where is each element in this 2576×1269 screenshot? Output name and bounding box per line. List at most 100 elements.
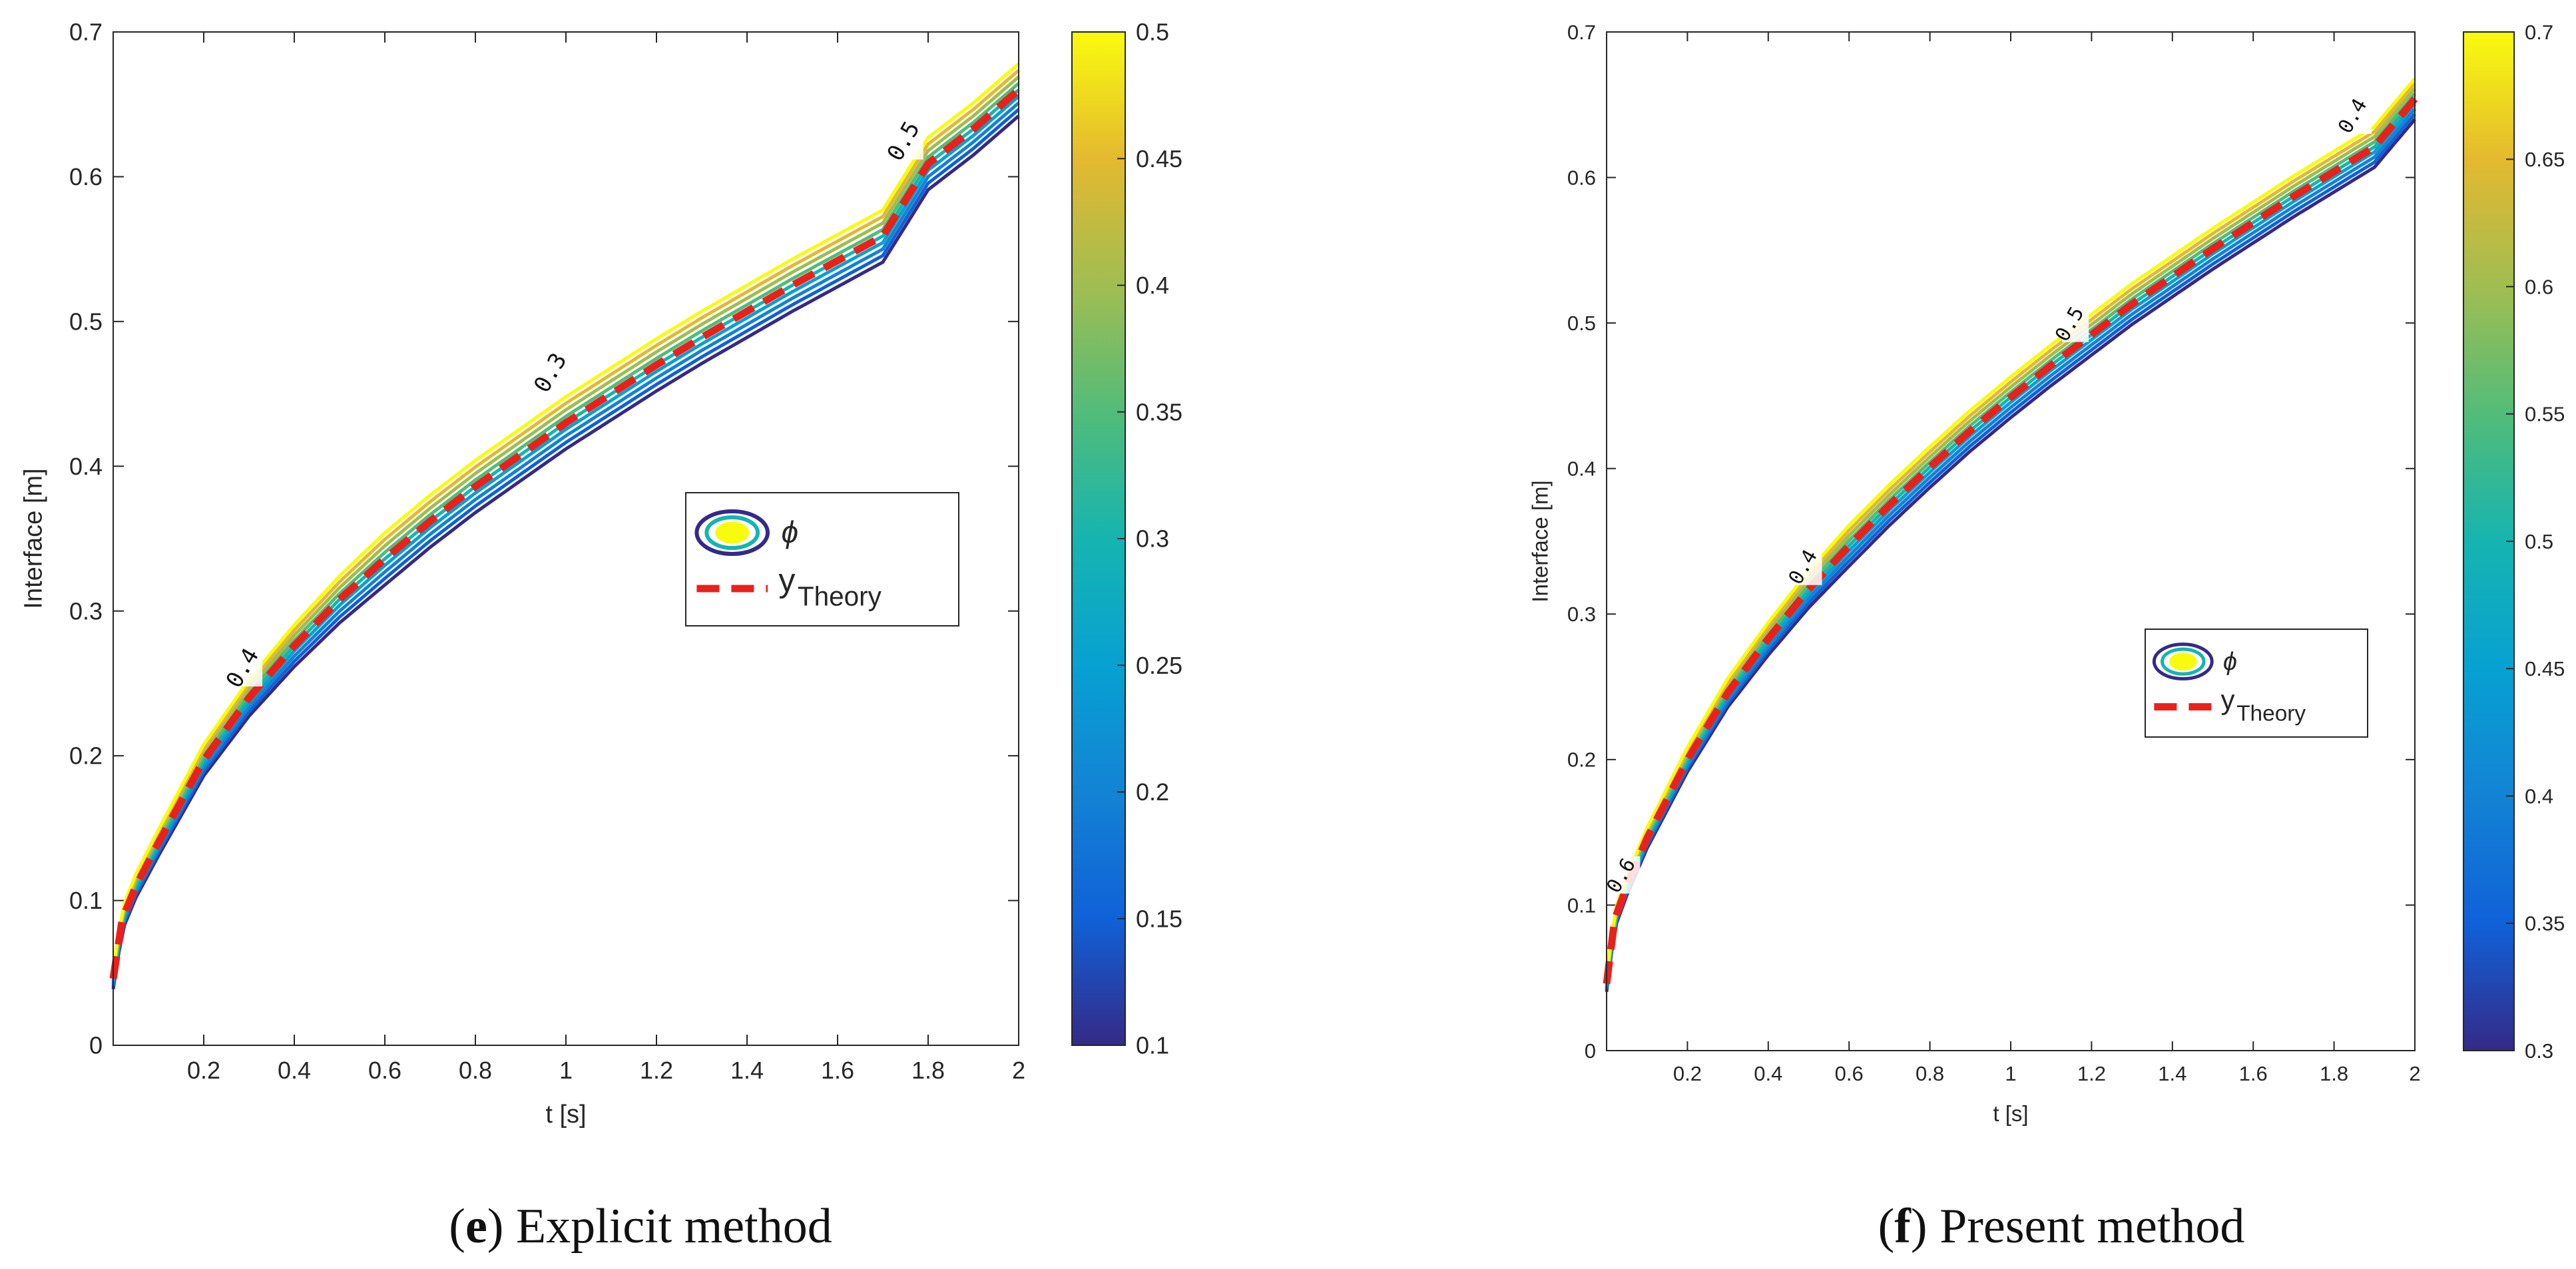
plot-frame [113, 31, 1019, 1046]
y-tick-label: 0.6 [1567, 166, 1596, 189]
contour-line [111, 69, 1020, 971]
legend-theory-subscript: Theory [798, 581, 882, 611]
legend-theory-label: y [2221, 684, 2235, 715]
colorbar-tick-label: 0.25 [1136, 652, 1182, 679]
colorbar-tick-label: 0.4 [2525, 784, 2553, 808]
contour-line [111, 101, 1020, 985]
theory-line [1603, 96, 2418, 985]
y-tick-label: 0.1 [69, 887, 103, 914]
legend-phi-icon [694, 509, 770, 556]
contour-line [1605, 108, 2416, 988]
y-tick-label: 0.1 [1567, 893, 1596, 917]
panel-present-method: 0.2 0.4 0.6 0.8 1 1.2 1.4 1.6 1.8 2 0 0.1 0.2 0.3 0.4 0… [1527, 21, 2565, 1254]
legend-phi-icon [715, 521, 750, 544]
panel-caption-text: Present method [1928, 1199, 2245, 1254]
legend-phi-label: ϕ [2223, 648, 2237, 676]
contour-label-bg [543, 354, 571, 391]
contour-line [111, 108, 1020, 987]
panel-caption-text: Explicit method [503, 1199, 832, 1254]
legend-theory-label: y [778, 562, 795, 599]
x-axis-label: t [s] [545, 1101, 586, 1129]
legend-phi-icon [2161, 647, 2206, 676]
panel-letter: e [465, 1199, 487, 1254]
y-tick-label: 0.7 [69, 19, 103, 46]
legend-box [685, 492, 959, 627]
colorbar-tick-label: 0.15 [1136, 905, 1182, 932]
colorbar-tick-label: 0.65 [2525, 148, 2565, 171]
legend-phi-icon [2169, 652, 2197, 670]
colorbar-tick-label: 0.2 [1136, 778, 1169, 806]
y-tick-label: 0.3 [69, 597, 103, 625]
x-tick-label: 0.8 [459, 1057, 492, 1084]
contour-label-bg [1613, 856, 1641, 894]
y-tick-label: 0.5 [1567, 312, 1596, 335]
x-axis-label: t [s] [1993, 1101, 2028, 1126]
contour-line [111, 75, 1020, 974]
legend-theory-subscript: Theory [2236, 702, 2306, 726]
y-tick-label: 0.3 [1567, 603, 1596, 626]
contour-line [1605, 118, 2416, 993]
colorbar-tick-label: 0.5 [1136, 19, 1169, 46]
contour-line [111, 62, 1020, 969]
colorbar-tick-label: 0.35 [1136, 398, 1182, 425]
contour-label-bg [2062, 304, 2089, 342]
x-tick-label: 1.2 [640, 1057, 673, 1084]
colorbar-tick-label: 0.45 [1136, 145, 1182, 172]
colorbar-tick-label: 0.45 [2525, 657, 2565, 680]
contour-line [111, 115, 1020, 989]
legend-phi-label: ϕ [782, 515, 799, 549]
contour-line [1605, 87, 2416, 980]
contour-line [1605, 93, 2416, 982]
contour-label-bg [236, 649, 262, 687]
panel-caption: (e) Explicit method [449, 1199, 832, 1254]
colorbar-tick-label: 0.6 [2525, 275, 2553, 298]
y-axis-label: Interface [m] [1527, 480, 1552, 602]
x-tick-label: 0.4 [1754, 1062, 1782, 1085]
x-tick-label: 0.6 [1835, 1062, 1864, 1085]
x-tick-label: 2 [2409, 1062, 2420, 1085]
panel-explicit-method: 0.2 0.4 0.6 0.8 1 1.2 1.4 1.6 1.8 2 0 0.1 0.2 0.3 0.4 0… [19, 19, 1182, 1254]
contour-label-bg [896, 122, 923, 160]
contour-label-bg [1795, 547, 1822, 585]
legend-phi-icon [2152, 642, 2214, 681]
x-tick-label: 1.2 [2077, 1062, 2106, 1085]
colorbar-tick-label: 0.3 [2525, 1039, 2553, 1063]
colorbar-tick-label: 0.7 [2525, 21, 2553, 44]
y-tick-label: 0 [1585, 1039, 1596, 1063]
contour-label-bg [2345, 97, 2372, 134]
y-tick-label: 0.5 [69, 308, 103, 335]
colorbar-tick-label: 0.3 [1136, 525, 1169, 553]
x-tick-label: 1 [2005, 1062, 2016, 1085]
x-tick-label: 0.8 [1916, 1062, 1944, 1085]
x-tick-label: 0.2 [1673, 1062, 1702, 1085]
legend-box [2145, 629, 2368, 738]
x-tick-label: 0.6 [368, 1057, 401, 1084]
legend-phi-icon [704, 515, 760, 551]
x-tick-label: 2 [1012, 1057, 1025, 1084]
contour-line [1605, 103, 2416, 986]
colorbar-tick-label: 0.4 [1136, 272, 1169, 299]
colorbar-tick-label: 0.1 [1136, 1032, 1169, 1059]
x-tick-label: 1.6 [821, 1057, 854, 1084]
contour-line [1605, 77, 2416, 976]
colorbar-tick-label: 0.35 [2525, 912, 2565, 935]
y-tick-label: 0.2 [1567, 748, 1596, 772]
contour-line [1605, 113, 2416, 990]
colorbar-tick-label: 0.55 [2525, 403, 2565, 426]
x-tick-label: 1 [559, 1057, 573, 1084]
panel-letter: f [1894, 1199, 1912, 1254]
x-tick-label: 1.8 [911, 1057, 945, 1084]
y-axis-label: Interface [m] [19, 468, 47, 609]
x-tick-label: 1.4 [730, 1057, 764, 1084]
plot-frame [1606, 31, 2416, 1051]
y-tick-label: 0 [89, 1032, 103, 1059]
y-tick-label: 0.2 [69, 742, 103, 770]
colorbar-tick-label: 0.5 [2525, 530, 2553, 553]
x-tick-label: 1.4 [2158, 1062, 2187, 1085]
colorbar [2463, 31, 2515, 1051]
y-tick-label: 0.4 [1567, 457, 1596, 481]
y-tick-label: 0.6 [69, 163, 103, 190]
contour-line [1605, 82, 2416, 978]
x-tick-label: 0.2 [187, 1057, 220, 1084]
